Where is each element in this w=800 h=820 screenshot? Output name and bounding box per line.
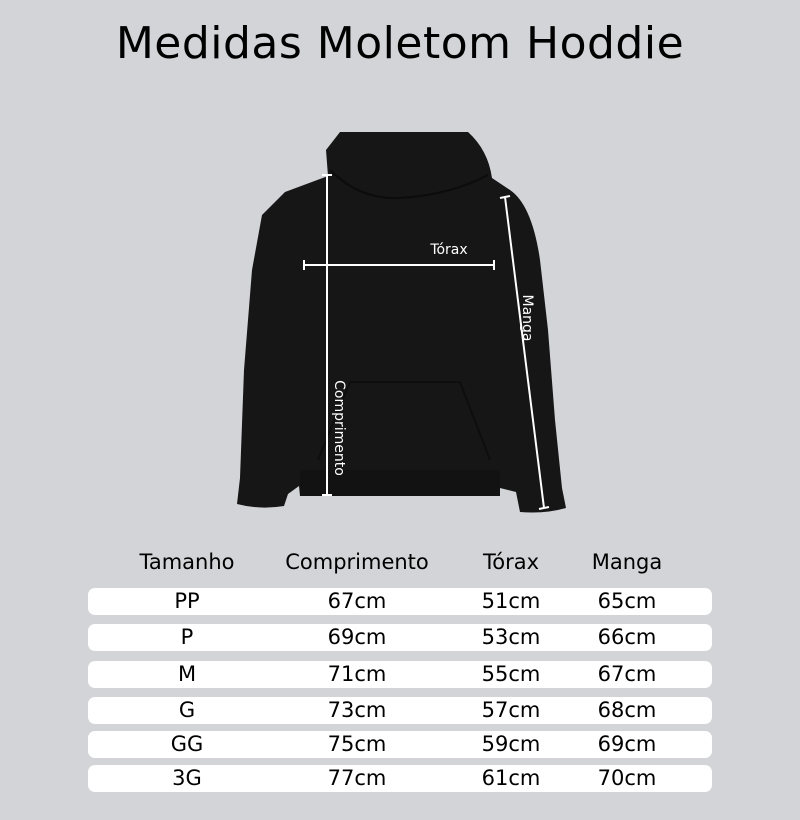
cell-chest: 51cm xyxy=(481,589,541,613)
cell-chest: 55cm xyxy=(481,662,541,686)
length-label: Comprimento xyxy=(331,380,347,476)
hoodie-hood-seam xyxy=(329,169,489,200)
cell-chest: 59cm xyxy=(481,732,541,756)
cell-size: GG xyxy=(170,732,204,756)
table-row: M 71cm 55cm 67cm xyxy=(88,661,712,688)
cell-sleeve: 69cm xyxy=(597,732,657,756)
sleeve-measure-cap-bottom xyxy=(538,506,550,510)
header-sleeve: Manga xyxy=(591,550,663,574)
header-chest: Tórax xyxy=(482,550,540,574)
header-size: Tamanho xyxy=(139,550,235,574)
cell-sleeve: 70cm xyxy=(597,766,657,790)
cell-size: PP xyxy=(174,589,200,613)
cell-length: 69cm xyxy=(327,625,387,649)
sleeve-label: Manga xyxy=(519,295,535,342)
cell-sleeve: 65cm xyxy=(597,589,657,613)
table-row: PP 67cm 51cm 65cm xyxy=(88,588,712,615)
cell-chest: 61cm xyxy=(481,766,541,790)
cell-length: 67cm xyxy=(327,589,387,613)
cell-size: M xyxy=(177,662,197,686)
table-row: P 69cm 53cm 66cm xyxy=(88,624,712,651)
table-row: G 73cm 57cm 68cm xyxy=(88,697,712,724)
hoodie-waistband xyxy=(300,470,500,496)
cell-length: 73cm xyxy=(327,698,387,722)
hoodie-illustration xyxy=(237,132,566,513)
cell-chest: 53cm xyxy=(481,625,541,649)
cell-chest: 57cm xyxy=(481,698,541,722)
sleeve-measure-line xyxy=(504,196,545,509)
cell-sleeve: 67cm xyxy=(597,662,657,686)
cell-size: 3G xyxy=(172,766,202,790)
cell-sleeve: 68cm xyxy=(597,698,657,722)
cell-length: 75cm xyxy=(327,732,387,756)
sleeve-measure-cap-top xyxy=(499,195,511,199)
page-title: Medidas Moletom Hoddie xyxy=(115,18,685,69)
table-row: GG 75cm 59cm 69cm xyxy=(88,731,712,758)
cell-length: 71cm xyxy=(327,662,387,686)
cell-size: G xyxy=(178,698,196,722)
header-length: Comprimento xyxy=(285,550,429,574)
hoodie-pocket xyxy=(317,381,491,461)
hoodie-diagram: Tórax Manga Comprimento xyxy=(237,132,566,513)
cell-size: P xyxy=(180,625,194,649)
table-row: 3G 77cm 61cm 70cm xyxy=(88,765,712,792)
chest-label: Tórax xyxy=(429,242,467,258)
cell-length: 77cm xyxy=(327,766,387,790)
cell-sleeve: 66cm xyxy=(597,625,657,649)
